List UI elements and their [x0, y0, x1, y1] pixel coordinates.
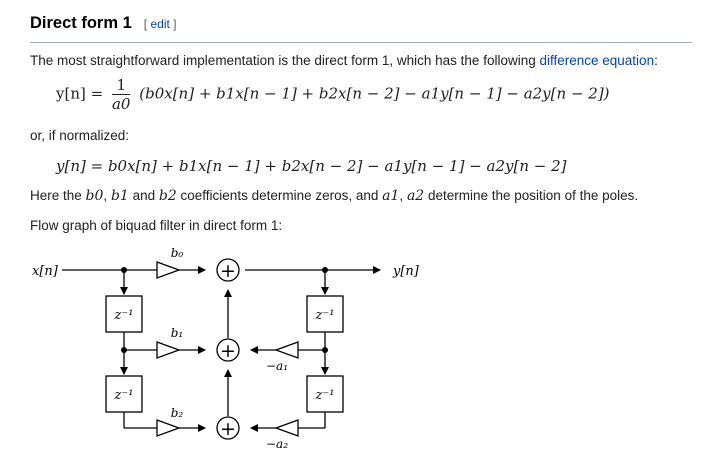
- junction-dot: [322, 347, 328, 353]
- adder-3: [216, 416, 240, 440]
- input-label: x[n]: [32, 264, 59, 279]
- gain-a2-triangle: [274, 419, 299, 437]
- output-label: y[n]: [392, 264, 420, 279]
- coeff-and: and: [132, 188, 156, 203]
- adder-1: [216, 258, 240, 282]
- coeff-comma-1: ,: [103, 188, 108, 203]
- left-delay-label-2: z⁻¹: [114, 388, 134, 403]
- gain-a2-label: −a₂: [266, 437, 288, 451]
- eq1-numerator: 1: [111, 76, 131, 95]
- gain-b0-label: b₀: [171, 246, 184, 260]
- section-heading: Direct form 1 [ edit ]: [30, 14, 177, 33]
- edit-section-link-group: [ edit ]: [144, 17, 177, 31]
- gain-a1-label: −a₁: [266, 359, 288, 373]
- coeff-a1: a1: [382, 188, 400, 204]
- heading-divider: [30, 42, 692, 43]
- edit-link[interactable]: edit: [150, 17, 170, 31]
- or-normalized-text: or, if normalized:: [30, 128, 130, 143]
- intro-paragraph: The most straightforward implementation …: [30, 53, 658, 68]
- coeff-comma-2: ,: [399, 188, 404, 203]
- gain-b2-label: b₂: [171, 406, 184, 420]
- gain-b0-triangle: [156, 261, 181, 279]
- flow-graph-caption: Flow graph of biquad filter in direct fo…: [30, 218, 283, 233]
- right-delay-label-2: z⁻¹: [315, 388, 335, 403]
- adder-1-plus: +: [220, 260, 236, 282]
- right-delay-box-2: [306, 375, 344, 413]
- eq1-lhs: y[n] =: [56, 84, 104, 103]
- edit-bracket-open: [: [143, 17, 148, 31]
- coeff-text-2: coefficients determine zeros, and: [180, 188, 379, 203]
- coeff-a2: a2: [406, 188, 425, 204]
- coeff-text-3: determine the position of the poles.: [427, 188, 639, 203]
- coefficients-paragraph: Here the b0, b1 and b2 coefficients dete…: [30, 188, 638, 204]
- gain-b1-triangle: [156, 341, 181, 359]
- coeff-b2: b2: [158, 188, 177, 204]
- difference-equation-normalized: y[n] = b0x[n] + b1x[n − 1] + b2x[n − 2] …: [56, 157, 567, 175]
- junction-dot: [121, 347, 127, 353]
- coeff-text-1: Here the: [30, 188, 82, 203]
- adder-2-plus: +: [220, 340, 236, 362]
- gain-b2-triangle: [156, 419, 181, 437]
- difference-equation-unnormalized: y[n] = 1 a0 (b0x[n] + b1x[n − 1] + b2x[n…: [56, 76, 610, 113]
- coeff-b0: b0: [85, 188, 104, 204]
- left-delay-box-2: [105, 375, 143, 413]
- adder-3-plus: +: [220, 418, 236, 440]
- eq1-fraction: 1 a0: [111, 76, 131, 113]
- adder-2: [216, 338, 240, 362]
- difference-equation-link[interactable]: difference equation: [539, 53, 655, 68]
- coeff-b1: b1: [110, 188, 129, 204]
- gain-a1-triangle: [274, 341, 299, 359]
- edit-bracket-close: ]: [173, 17, 177, 31]
- left-delay-label-1: z⁻¹: [114, 308, 134, 323]
- right-delay-box-1: [306, 295, 344, 333]
- junction-dot: [322, 267, 328, 273]
- eq1-denominator: a0: [111, 95, 131, 113]
- junction-dot: [121, 267, 127, 273]
- gain-b1-label: b₁: [171, 326, 184, 340]
- left-delay-box-1: [105, 295, 143, 333]
- eq1-rhs: (b0x[n] + b1x[n − 1] + b2x[n − 2] − a1y[…: [139, 84, 610, 103]
- section-title: Direct form 1: [30, 14, 132, 32]
- intro-text: The most straightforward implementation …: [30, 53, 540, 68]
- right-delay-label-1: z⁻¹: [315, 308, 335, 323]
- intro-colon: :: [654, 53, 658, 68]
